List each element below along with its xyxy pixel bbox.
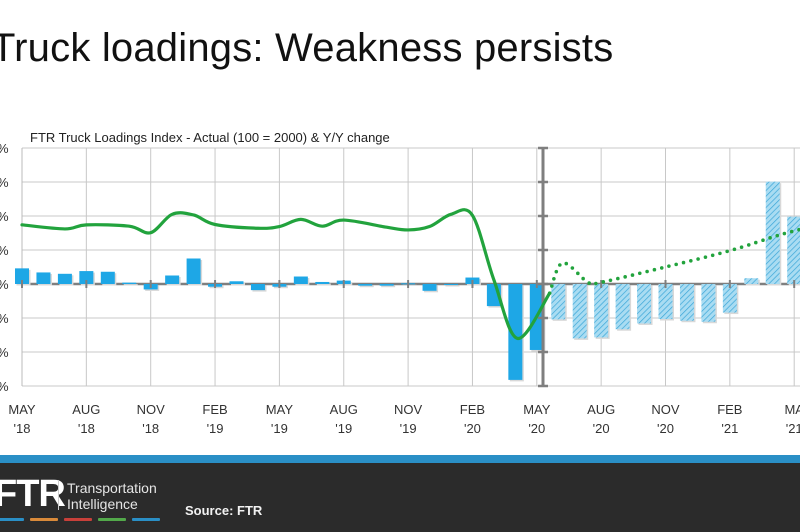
x-tick-label-year: '19 (335, 421, 352, 436)
bar-actual (100, 271, 115, 284)
logo-color-dash (98, 518, 126, 521)
bar-actual (358, 284, 373, 286)
bar-forecast (594, 284, 609, 338)
x-tick-label-month: NOV (394, 402, 423, 417)
y-tick-label: % (0, 175, 9, 190)
x-tick-label-month: FEB (202, 402, 227, 417)
chart-title: FTR Truck Loadings Index - Actual (100 =… (30, 130, 390, 145)
x-tick-label-year: '18 (142, 421, 159, 436)
y-tick-label: % (0, 209, 9, 224)
y-tick-label: % (0, 345, 9, 360)
bar-forecast (787, 216, 800, 284)
bar-forecast (765, 181, 780, 284)
x-tick-label-year: '20 (657, 421, 674, 436)
footer-accent-band (0, 455, 800, 463)
bar-actual (422, 284, 437, 291)
bar-actual (122, 282, 137, 284)
y-tick-label: % (0, 141, 9, 156)
slide-title: Truck loadings: Weakness persists (0, 26, 614, 70)
logo-color-dash (30, 518, 58, 521)
bar-forecast (679, 284, 694, 321)
x-tick-label-month: MAY (8, 402, 36, 417)
bar-actual (444, 284, 458, 285)
bar-forecast (701, 284, 716, 322)
bar-actual (229, 281, 244, 284)
source-note: Source: FTR (185, 503, 263, 518)
x-tick-label-year: '18 (14, 421, 31, 436)
bar-shadow (231, 282, 245, 286)
logo-color-dash (0, 518, 24, 521)
bar-forecast (658, 284, 673, 320)
bar-forecast (572, 284, 587, 339)
x-tick-label-month: MAY (523, 402, 551, 417)
x-tick-label-year: '21 (786, 421, 800, 436)
x-tick-label-year: '19 (400, 421, 417, 436)
bar-actual (57, 273, 72, 284)
y-tick-label: % (0, 311, 9, 326)
y-tick-label: % (0, 379, 9, 394)
x-tick-label-year: '18 (78, 421, 95, 436)
bar-forecast (744, 278, 759, 284)
bar-shadow (359, 285, 374, 288)
x-tick-label-month: FEB (717, 402, 742, 417)
bar-actual (379, 284, 394, 286)
logo-tagline-1: Transportation (67, 480, 157, 496)
logo-color-dash (132, 518, 160, 521)
bar-shadow (209, 285, 224, 289)
bar-forecast (551, 284, 566, 320)
logo-divider (58, 480, 59, 510)
bar-forecast (722, 284, 737, 313)
truck-loadings-chart: FTR Truck Loadings Index - Actual (100 =… (0, 130, 800, 436)
x-tick-label-year: '19 (207, 421, 224, 436)
ftr-logo: FTR (0, 473, 66, 515)
bar-shadow (273, 285, 288, 289)
x-tick-label-month: NOV (651, 402, 680, 417)
bar-actual (36, 272, 51, 284)
footer: FTR Transportation Intelligence Source: … (0, 463, 800, 532)
logo-color-dash (64, 518, 92, 521)
bar-shadow (316, 283, 331, 286)
bar-actual (165, 275, 180, 284)
logo-tagline-2: Intelligence (67, 496, 138, 512)
x-tick-label-month: MA (784, 402, 800, 417)
x-tick-label-year: '21 (721, 421, 738, 436)
x-tick-label-month: AUG (330, 402, 358, 417)
x-tick-label-year: '20 (464, 421, 481, 436)
bar-actual (15, 268, 29, 284)
bar-actual (508, 284, 523, 380)
bar-actual (293, 276, 308, 284)
x-tick-label-year: '20 (593, 421, 610, 436)
bar-actual (250, 284, 265, 291)
bar-shadow (123, 284, 138, 286)
x-tick-label-month: AUG (587, 402, 615, 417)
bar-shadow (445, 285, 460, 287)
bar-actual (315, 281, 330, 284)
x-tick-label-year: '19 (271, 421, 288, 436)
bar-forecast (615, 284, 630, 330)
bar-shadow (402, 284, 417, 286)
bar-actual (186, 258, 201, 284)
y-tick-label: % (0, 243, 9, 258)
bar-shadow (381, 285, 396, 288)
index-line-actual (20, 208, 552, 340)
y-tick-label: % (0, 277, 9, 292)
x-tick-label-month: AUG (72, 402, 100, 417)
bar-actual (79, 271, 94, 284)
bar-forecast (637, 284, 652, 324)
x-tick-label-month: MAY (266, 402, 294, 417)
x-tick-label-year: '20 (528, 421, 545, 436)
x-tick-label-month: FEB (460, 402, 485, 417)
index-line-forecast (547, 227, 800, 295)
x-tick-label-month: NOV (137, 402, 166, 417)
